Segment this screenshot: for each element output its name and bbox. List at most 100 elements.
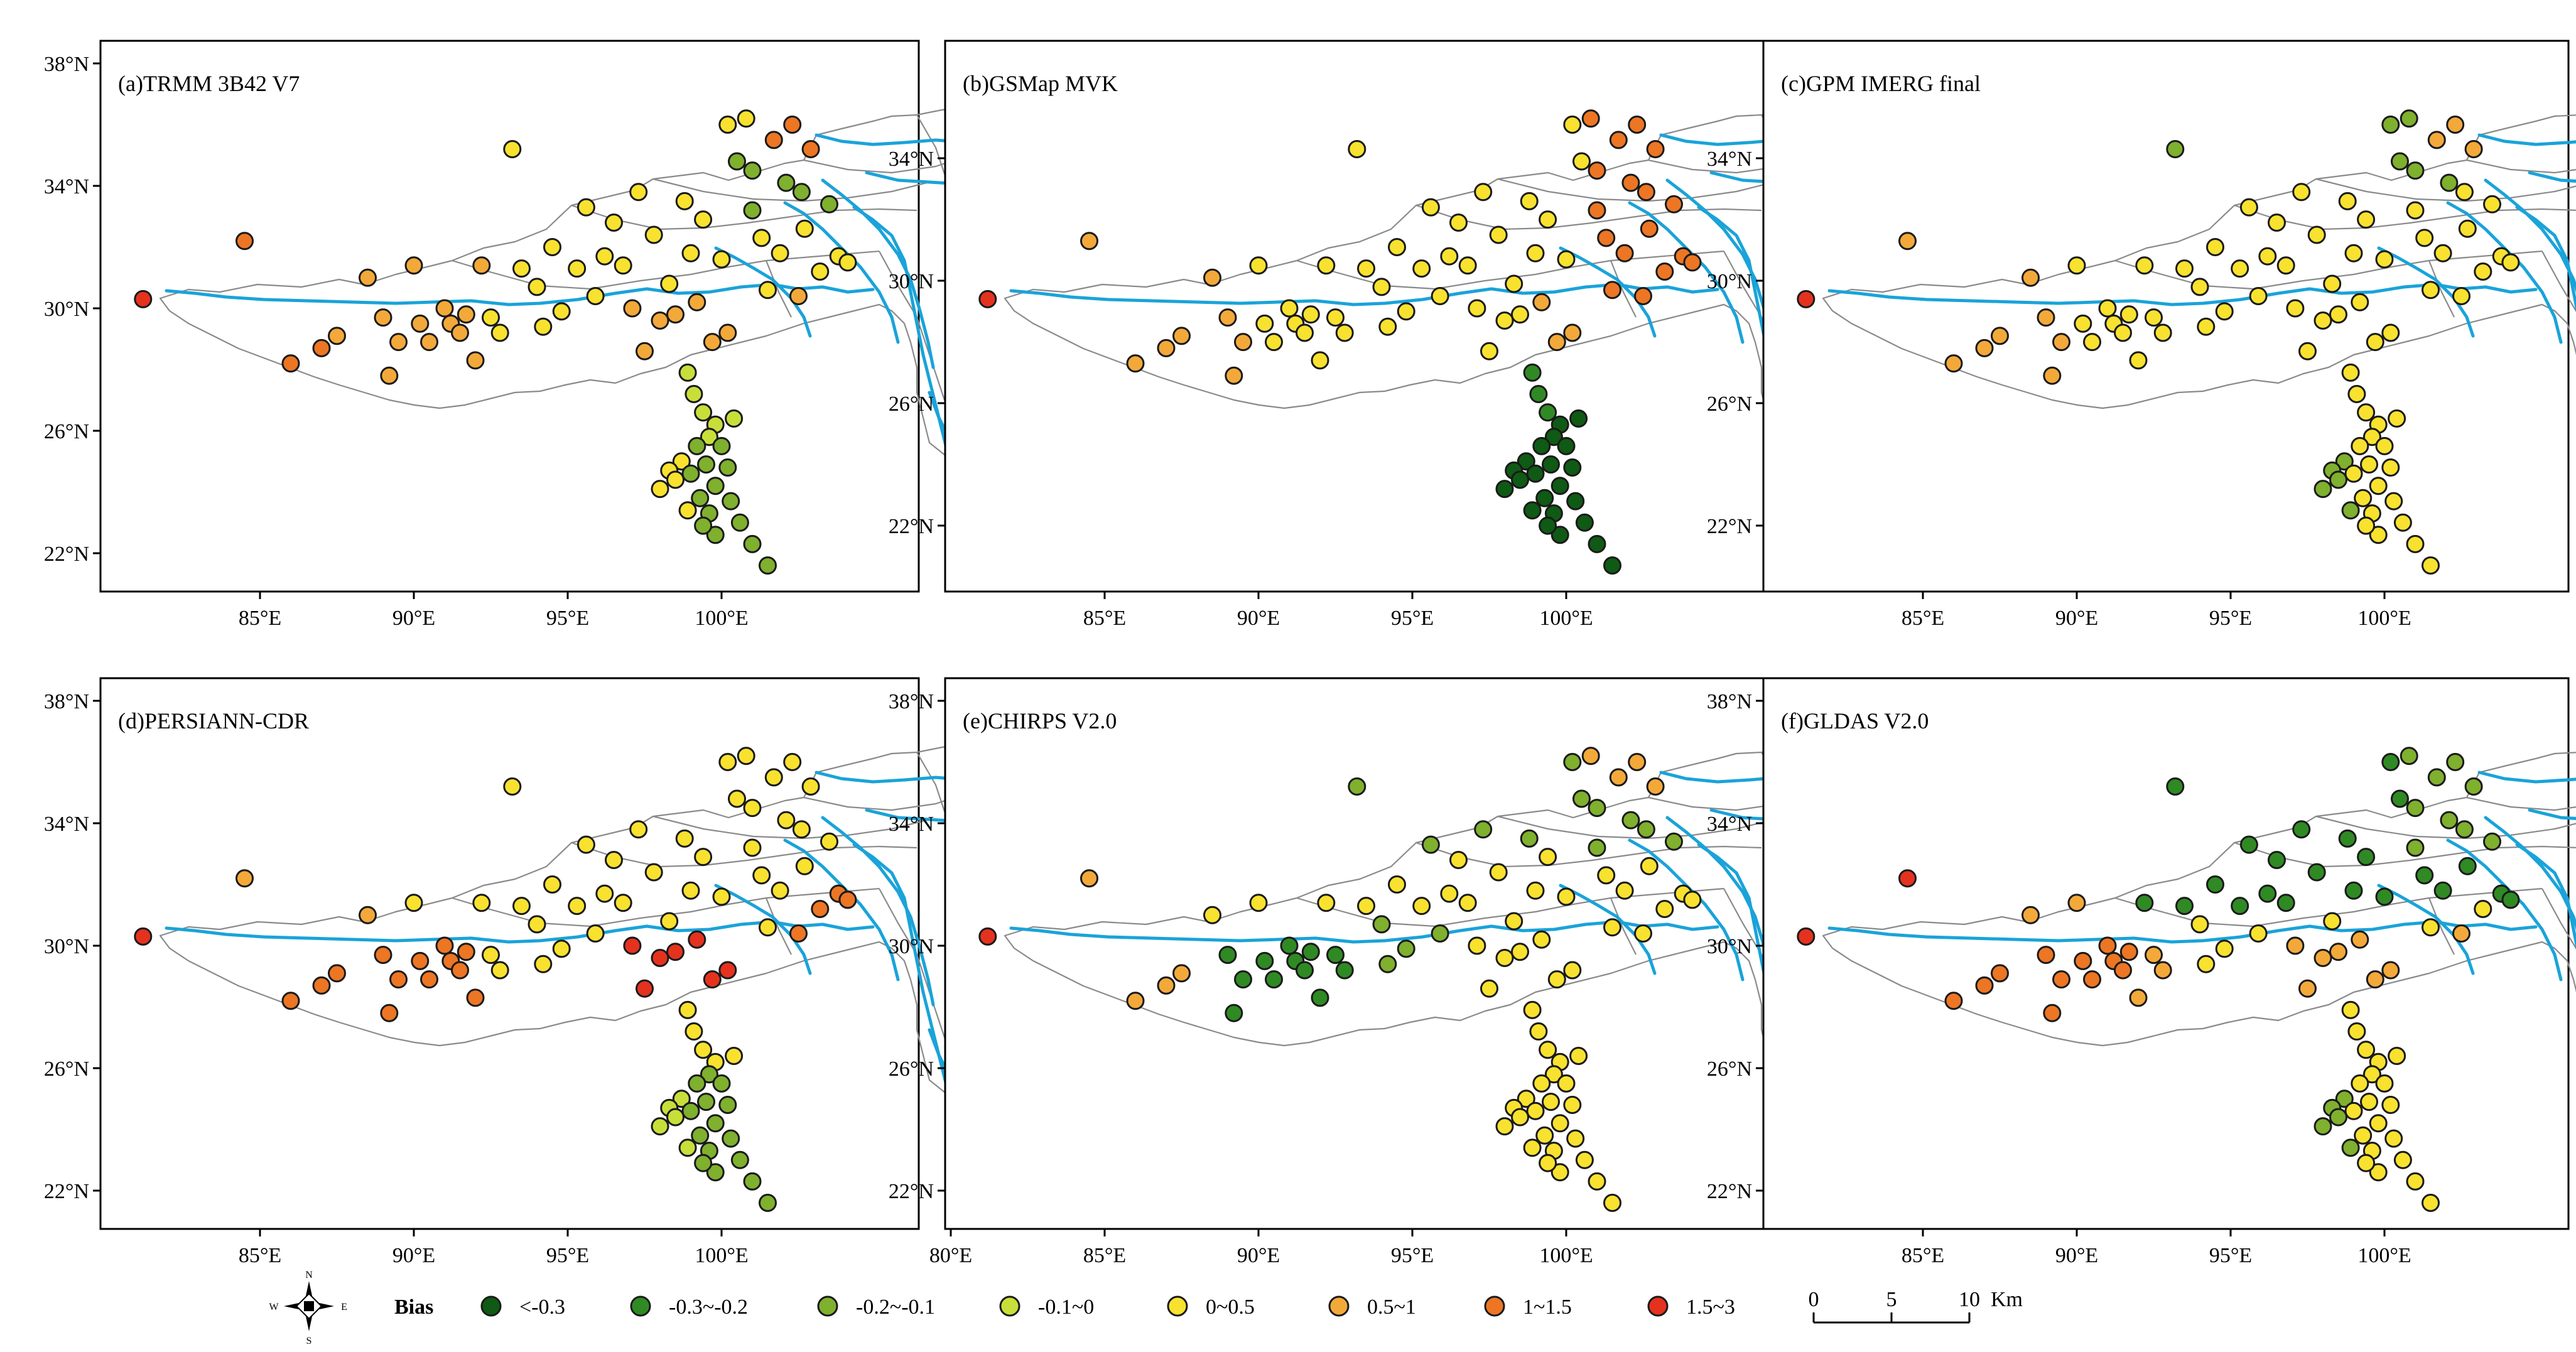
legend-swatch bbox=[999, 1295, 1020, 1317]
station-marker bbox=[2249, 287, 2268, 305]
lat-tick-label: 26°N bbox=[889, 392, 934, 416]
station-marker bbox=[1569, 409, 1588, 428]
station-marker bbox=[1603, 281, 1621, 300]
lon-tick-label: 85°E bbox=[1083, 607, 1126, 630]
station-marker bbox=[2314, 480, 2332, 499]
legend-label: 1~1.5 bbox=[1523, 1295, 1572, 1319]
station-marker bbox=[411, 314, 430, 333]
station-marker bbox=[1563, 753, 1582, 771]
station-marker bbox=[235, 232, 254, 251]
legend-label: 0~0.5 bbox=[1206, 1295, 1255, 1319]
station-marker bbox=[1495, 949, 1514, 967]
station-marker bbox=[543, 238, 561, 256]
station-marker bbox=[420, 333, 438, 352]
station-marker bbox=[2391, 789, 2409, 808]
station-marker bbox=[1991, 327, 2009, 345]
station-marker bbox=[651, 949, 669, 967]
station-marker bbox=[1628, 753, 1647, 771]
station-marker bbox=[1468, 936, 1486, 955]
station-marker bbox=[2375, 1074, 2394, 1093]
station-marker bbox=[718, 458, 737, 477]
station-marker bbox=[2114, 323, 2132, 342]
panel-d: (d)PERSIANN-CDR 38°N 34°N 30°N 26°N 22°N… bbox=[44, 677, 1055, 1267]
station-marker bbox=[2119, 943, 2138, 961]
station-marker bbox=[644, 863, 663, 882]
station-marker bbox=[404, 256, 423, 275]
station-marker bbox=[2231, 897, 2249, 916]
legend-item: <-0.3 bbox=[480, 1295, 565, 1319]
station-marker bbox=[1975, 338, 1994, 357]
station-marker bbox=[1280, 936, 1299, 955]
station-marker bbox=[2375, 436, 2394, 455]
station-marker bbox=[2393, 513, 2412, 532]
station-marker bbox=[451, 961, 469, 980]
lon-tick-label: 85°E bbox=[1902, 607, 1944, 630]
station-marker bbox=[2341, 501, 2360, 520]
station-marker bbox=[2298, 342, 2317, 360]
station-marker bbox=[1301, 305, 1320, 324]
station-marker bbox=[1526, 1101, 1545, 1120]
panel-b-frame bbox=[944, 40, 1765, 593]
lat-tick-label: 34°N bbox=[44, 813, 89, 836]
station-marker bbox=[1944, 992, 1963, 1010]
station-marker bbox=[1458, 894, 1477, 912]
station-marker bbox=[1898, 869, 1917, 888]
station-marker bbox=[2375, 887, 2394, 906]
station-marker bbox=[2314, 949, 2332, 967]
station-marker bbox=[675, 192, 694, 210]
station-marker bbox=[2231, 259, 2249, 278]
station-marker bbox=[1637, 820, 1655, 839]
station-marker bbox=[1480, 342, 1498, 360]
station-marker bbox=[700, 1065, 718, 1084]
station-marker bbox=[2323, 912, 2342, 931]
station-marker bbox=[2258, 247, 2277, 266]
station-marker bbox=[1547, 970, 1566, 989]
station-marker bbox=[681, 1101, 700, 1120]
station-marker bbox=[795, 857, 814, 875]
station-marker bbox=[759, 556, 777, 575]
station-marker bbox=[2314, 311, 2332, 330]
station-marker bbox=[1557, 250, 1576, 269]
legend-label: <-0.3 bbox=[519, 1295, 565, 1319]
station-marker bbox=[595, 247, 614, 266]
station-marker bbox=[2357, 516, 2376, 535]
lon-tick-label: 80°E bbox=[929, 1244, 972, 1267]
lat-tick-label: 26°N bbox=[889, 1057, 934, 1081]
station-marker bbox=[718, 116, 737, 134]
station-marker bbox=[706, 477, 725, 495]
station-marker bbox=[2239, 198, 2258, 217]
station-marker bbox=[1249, 256, 1268, 275]
station-marker bbox=[685, 385, 703, 403]
station-marker bbox=[482, 308, 500, 327]
station-marker bbox=[568, 259, 587, 278]
panel-d-frame bbox=[99, 677, 920, 1230]
station-marker bbox=[2406, 161, 2425, 180]
station-marker bbox=[1683, 890, 1702, 909]
station-marker bbox=[2452, 924, 2470, 943]
station-marker bbox=[2074, 314, 2092, 333]
lon-tick-label: 95°E bbox=[546, 1244, 589, 1267]
station-marker bbox=[694, 403, 713, 422]
lon-tick-label: 90°E bbox=[1237, 1244, 1280, 1267]
station-marker bbox=[1397, 302, 1415, 321]
station-marker bbox=[1628, 116, 1647, 134]
station-marker bbox=[2067, 256, 2086, 275]
station-marker bbox=[681, 881, 700, 900]
station-marker bbox=[1621, 811, 1640, 830]
station-marker bbox=[743, 1172, 762, 1191]
station-marker bbox=[2098, 936, 2117, 955]
lon-tick-label: 95°E bbox=[2209, 1244, 2252, 1267]
station-marker bbox=[1557, 887, 1576, 906]
station-marker bbox=[1080, 869, 1098, 888]
station-marker bbox=[666, 1108, 685, 1127]
station-marker bbox=[2474, 262, 2492, 281]
station-marker bbox=[752, 229, 771, 247]
station-marker bbox=[312, 338, 331, 357]
legend-swatch bbox=[1328, 1295, 1350, 1317]
station-marker bbox=[1495, 480, 1514, 499]
station-marker bbox=[2052, 333, 2070, 352]
lon-tick-label: 85°E bbox=[1902, 1244, 1944, 1267]
station-marker bbox=[528, 915, 546, 934]
station-marker bbox=[2344, 1101, 2363, 1120]
scale-tick-label: 5 bbox=[1886, 1288, 1897, 1311]
